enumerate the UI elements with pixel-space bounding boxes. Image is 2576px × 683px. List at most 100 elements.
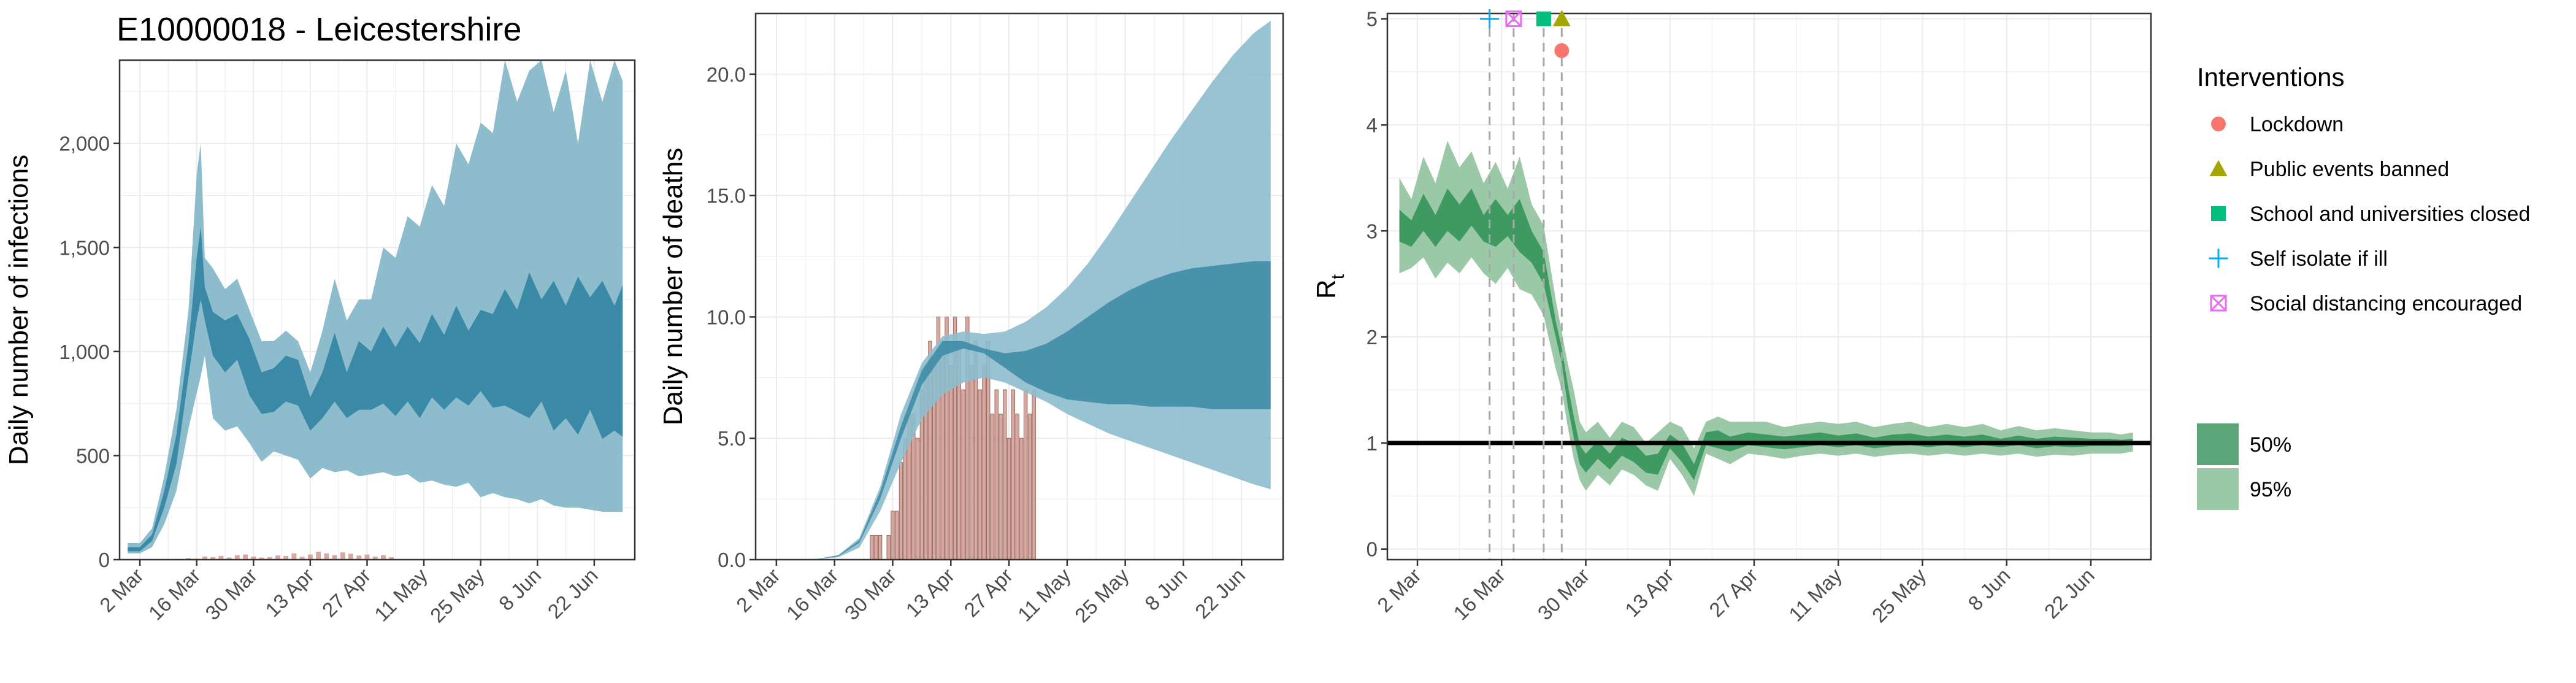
y-tick-label: 1,500	[59, 236, 110, 259]
bar-deaths-36	[1015, 414, 1019, 560]
legend-label: School and universities closed	[2250, 203, 2530, 226]
bar-deaths-30	[990, 414, 995, 560]
intervention-marker-0	[1480, 9, 1500, 29]
bar-deaths-3	[878, 534, 883, 560]
plot-area	[128, 60, 623, 560]
y-tick-label: 2	[1367, 326, 1378, 349]
legend-label: Social distancing encouraged	[2250, 292, 2522, 315]
legend-item-0: Lockdown	[2211, 113, 2344, 136]
legend-key-2	[2211, 206, 2226, 221]
bar-infections-25	[380, 555, 386, 560]
y-tick-label: 0	[99, 549, 110, 571]
intervention-marker-1-d2	[1505, 10, 1522, 27]
y-axis-label-main: Daily number of deaths	[658, 148, 688, 425]
y-axis-label-main: Daily number of infections	[4, 155, 34, 465]
bar-deaths-6	[891, 511, 895, 560]
legend-item-3: Self isolate if ill	[2209, 247, 2388, 271]
bar-infections-6	[226, 557, 232, 560]
bar-series	[870, 316, 1036, 560]
bar-infections-5	[218, 555, 224, 560]
bar-infections-11	[267, 557, 272, 560]
band-95-rt	[1399, 141, 2133, 496]
y-tick-label: 20.0	[707, 63, 746, 86]
legend-key-4-box	[2210, 295, 2227, 312]
bar-infections-12	[275, 555, 280, 560]
bar-infections-8	[243, 554, 248, 560]
legend-key-0	[2211, 117, 2226, 131]
band-50-deaths	[764, 261, 1271, 560]
legend-key-4-d2	[2210, 295, 2227, 312]
band-50-rt	[1399, 188, 2133, 480]
plot-area	[1387, 14, 2151, 560]
bar-deaths-21	[953, 316, 957, 560]
bar-infections-17	[316, 552, 321, 560]
bar-deaths-32	[999, 414, 1003, 560]
legend-key-4	[2210, 295, 2227, 312]
bar-infections-22	[356, 555, 362, 560]
y-tick-label: 1,000	[59, 341, 110, 363]
legend-label: Lockdown	[2250, 113, 2344, 136]
bar-infections-4	[210, 557, 216, 560]
bar-infections-13	[283, 555, 289, 560]
bar-deaths-25	[969, 365, 974, 560]
y-axis-label-main: R	[1311, 279, 1341, 299]
bar-deaths-2	[874, 534, 878, 560]
band-50-infections	[128, 226, 623, 552]
bar-deaths-31	[994, 389, 999, 560]
bar-deaths-27	[978, 389, 982, 560]
bar-deaths-34	[1006, 438, 1011, 560]
bar-infections-26	[389, 557, 394, 560]
bar-infections-3	[202, 556, 207, 560]
plot-area	[764, 20, 1271, 560]
legend-item-2: School and universities closed	[2211, 203, 2530, 226]
y-axis-label-sub: t	[1328, 274, 1348, 279]
bar-deaths-8	[899, 462, 903, 560]
bar-infections-10	[259, 557, 264, 560]
bar-deaths-17	[936, 316, 941, 560]
bar-deaths-23	[961, 389, 965, 560]
legend-ci-label: 95%	[2250, 478, 2291, 501]
band-95-infections	[128, 60, 623, 554]
bar-infections-19	[332, 555, 337, 560]
bar-series	[178, 552, 394, 560]
y-tick-label: 0.0	[718, 549, 746, 571]
panel-border	[1386, 12, 2152, 561]
y-tick-label: 500	[76, 444, 110, 467]
bar-infections-7	[234, 555, 240, 560]
bar-deaths-12	[915, 438, 920, 560]
intervention-markers	[1480, 9, 1571, 58]
legend-ci-swatch-1	[2197, 468, 2239, 510]
legend-ci-item-1: 95%	[2197, 468, 2291, 510]
y-tick-label: 5	[1367, 8, 1378, 31]
panel-background	[1387, 14, 2151, 560]
bar-deaths-28	[982, 365, 986, 560]
bar-infections-18	[324, 553, 329, 560]
legend-ci-label: 50%	[2250, 433, 2291, 457]
intervention-marker-1	[1505, 10, 1522, 28]
legend-item-1: Public events banned	[2209, 158, 2449, 181]
legend-ci-swatch-0	[2197, 423, 2239, 465]
bar-infections-14	[291, 553, 297, 560]
y-tick-label: 10.0	[707, 306, 746, 328]
legend-label: Self isolate if ill	[2250, 247, 2388, 271]
bar-deaths-7	[895, 511, 899, 560]
intervention-marker-4	[1554, 43, 1570, 58]
bar-deaths-20	[949, 365, 953, 560]
y-tick-label: 2,000	[59, 133, 110, 155]
panel-border	[754, 12, 1284, 561]
bar-deaths-19	[945, 316, 949, 560]
bar-infections-21	[348, 554, 353, 560]
legend: Interventions Lockdown Public events banne…	[2197, 63, 2530, 510]
bar-deaths-40	[1032, 389, 1036, 560]
bar-deaths-35	[1011, 389, 1016, 560]
y-axis-label: Daily number of infections	[4, 155, 34, 465]
bar-deaths-37	[1019, 438, 1024, 560]
bar-infections-20	[340, 552, 345, 560]
y-axis-label: Daily number of deaths	[658, 148, 688, 425]
y-axis-label: Rt	[1311, 274, 1348, 299]
bar-deaths-33	[1003, 389, 1007, 560]
